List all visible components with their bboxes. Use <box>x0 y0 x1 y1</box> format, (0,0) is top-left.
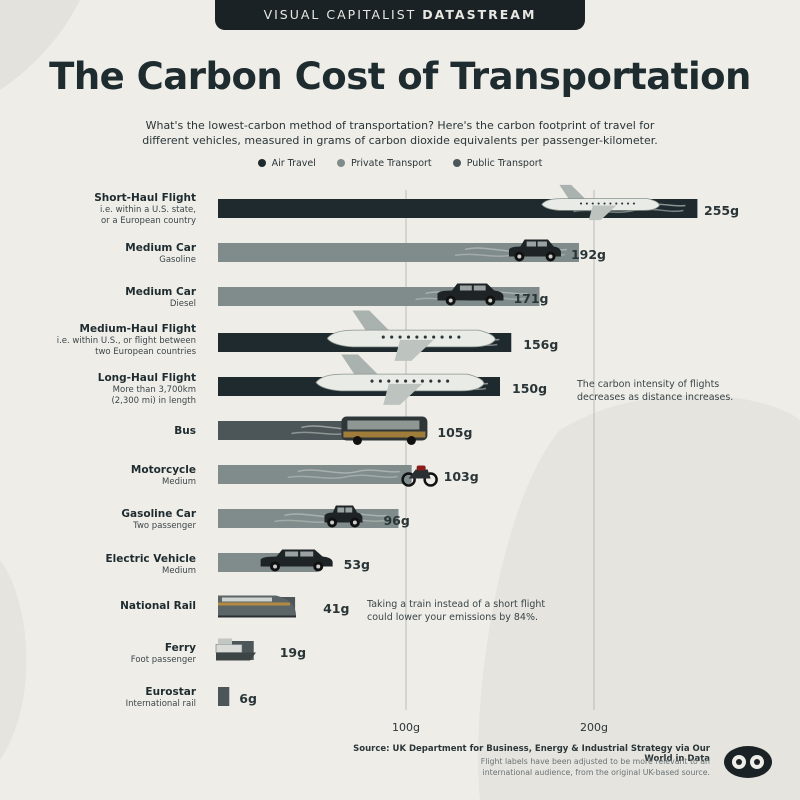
legend-swatch <box>257 159 266 167</box>
brand-header: VISUAL CAPITALIST DATASTREAM <box>0 0 800 32</box>
motorcycle-icon <box>401 465 438 487</box>
legend-label: Public Transport <box>466 158 543 169</box>
plane-icon <box>326 310 496 361</box>
bus-icon <box>341 416 428 445</box>
brand-name: VISUAL CAPITALIST <box>263 7 417 22</box>
legend-item-public: Public Transport <box>452 158 543 169</box>
category-label: Ferry Foot passenger <box>0 641 196 666</box>
category-label: Motorcycle Medium <box>0 463 196 488</box>
legend-label: Air Travel <box>271 158 316 169</box>
annotation-line: decreases as distance increases. <box>577 392 734 403</box>
category-desc: i.e. within U.S., or flight between <box>56 336 196 346</box>
category-desc: Gasoline <box>159 255 196 265</box>
value-label: 105g <box>437 425 472 440</box>
category-name: Long-Haul Flight <box>97 372 196 384</box>
value-label: 19g <box>280 645 306 660</box>
category-name: Electric Vehicle <box>105 553 197 565</box>
plane-icon <box>541 184 660 221</box>
category-desc: two European countries <box>95 347 196 357</box>
category-name: Medium-Haul Flight <box>79 323 196 335</box>
legend-item-air: Air Travel <box>257 158 316 169</box>
value-label: 156g <box>523 337 558 352</box>
category-name: National Rail <box>120 600 196 612</box>
category-desc: More than 3,700km <box>112 385 196 395</box>
category-desc: Medium <box>162 566 196 576</box>
visual-capitalist-logo <box>724 746 772 778</box>
value-label: 96g <box>383 513 409 528</box>
bar <box>218 243 579 262</box>
motion-trail <box>287 469 400 479</box>
legend-label: Private Transport <box>350 158 432 169</box>
car-icon <box>508 239 561 262</box>
annotation-line: could lower your emissions by 84%. <box>367 612 539 623</box>
category-label: Medium Car Diesel <box>0 285 196 310</box>
category-desc: Diesel <box>169 299 196 309</box>
page-subtitle: What's the lowest-carbon method of trans… <box>142 119 658 147</box>
category-label: Medium Car Gasoline <box>0 241 196 266</box>
category-label: National Rail <box>0 599 196 613</box>
source-note-line: Flight labels have been adjusted to be m… <box>480 757 710 766</box>
pickup-truck-icon <box>437 283 504 306</box>
category-label: Eurostar International rail <box>0 685 196 710</box>
source-citation: Source: UK Department for Business, Ener… <box>353 744 710 764</box>
value-label: 41g <box>323 601 349 616</box>
annotation-train: Taking a train instead of a short flight… <box>367 598 545 624</box>
source-note: Flight labels have been adjusted to be m… <box>470 757 710 778</box>
category-name: Eurostar <box>145 686 196 698</box>
legend-swatch <box>452 159 461 167</box>
ferry-icon <box>215 638 256 661</box>
chart-legend: Air Travel Private Transport Public Tran… <box>0 158 800 174</box>
value-label: 103g <box>444 469 479 484</box>
value-label: 192g <box>571 247 606 262</box>
category-name: Ferry <box>164 642 196 654</box>
category-label: Bus <box>0 424 196 438</box>
category-desc: International rail <box>125 699 196 709</box>
plane-icon <box>315 354 485 405</box>
category-label: Electric Vehicle Medium <box>0 552 197 577</box>
annotation-flights: The carbon intensity of flights decrease… <box>577 378 733 404</box>
category-desc: or a European country <box>100 216 196 226</box>
category-desc: (2,300 mi) in length <box>111 396 196 406</box>
category-label: Medium-Haul Flight i.e. within U.S., or … <box>0 322 196 358</box>
train-icon <box>218 595 296 618</box>
category-name: Gasoline Car <box>121 508 196 520</box>
annotation-line: Taking a train instead of a short flight <box>367 599 546 610</box>
electric-car-icon <box>260 549 333 572</box>
bar <box>218 465 412 484</box>
category-label: Short-Haul Flight i.e. within a U.S. sta… <box>0 191 196 227</box>
category-label: Long-Haul Flight More than 3,700km (2,30… <box>0 371 196 407</box>
page-title: The Carbon Cost of Transportation <box>49 55 751 98</box>
category-name: Medium Car <box>125 242 196 254</box>
legend-swatch <box>336 159 345 167</box>
value-label: 53g <box>344 557 370 572</box>
annotation-line: The carbon intensity of flights <box>577 379 720 390</box>
value-label: 6g <box>239 691 257 706</box>
category-desc: Two passenger <box>133 521 196 531</box>
category-name: Motorcycle <box>130 464 196 476</box>
car-icon <box>324 505 363 528</box>
x-tick-label: 200g <box>580 721 608 734</box>
value-label: 171g <box>513 291 548 306</box>
bar <box>218 509 399 528</box>
category-name: Short-Haul Flight <box>94 192 196 204</box>
category-desc: i.e. within a U.S. state, <box>99 205 196 215</box>
legend-item-private: Private Transport <box>336 158 432 169</box>
bar <box>218 687 230 706</box>
category-name: Medium Car <box>125 286 196 298</box>
category-label: Gasoline Car Two passenger <box>0 507 196 532</box>
category-desc: Medium <box>162 477 196 487</box>
brand-tab: VISUAL CAPITALIST DATASTREAM <box>215 0 585 30</box>
category-desc: Foot passenger <box>130 655 196 665</box>
x-tick-label: 100g <box>392 721 420 734</box>
source-note-line: international audience, from the origina… <box>482 767 710 777</box>
value-label: 150g <box>512 381 547 396</box>
category-name: Bus <box>174 425 196 437</box>
brand-product: DATASTREAM <box>422 7 537 22</box>
value-label: 255g <box>704 203 739 218</box>
